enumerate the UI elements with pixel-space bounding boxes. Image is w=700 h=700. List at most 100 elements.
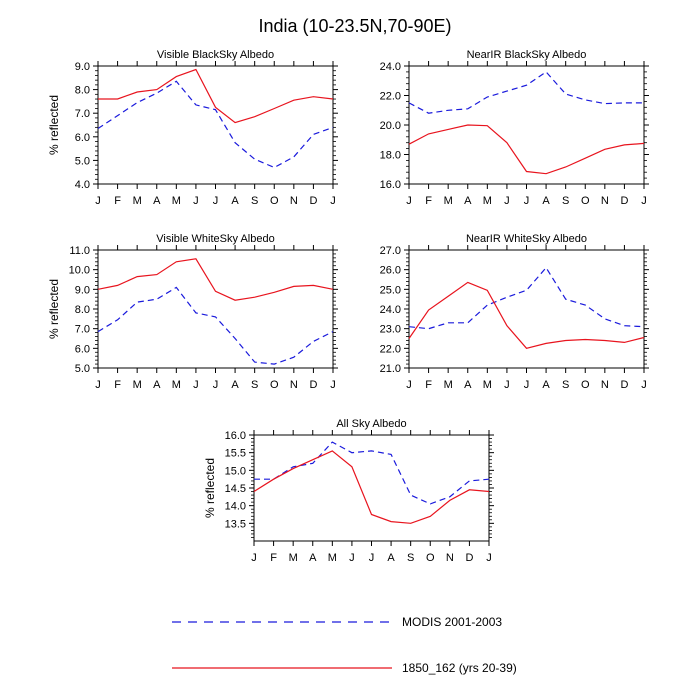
panel-title: All Sky Albedo [336,418,406,430]
y-tick-label: 21.0 [380,363,401,375]
x-tick-label: A [309,552,317,564]
x-tick-label: O [581,195,590,207]
plot-frame [97,65,334,185]
legend-entry-2: 1850_162 (yrs 20-39) [172,661,517,675]
x-tick-label: J [369,552,375,564]
x-tick-label: S [251,379,258,391]
y-tick-label: 11.0 [69,245,90,257]
x-tick-label: J [504,379,510,391]
x-tick-label: D [465,552,473,564]
y-tick-label: 5.0 [75,363,90,375]
chart-panel-5: All Sky Albedo 13.5 14.0 14.5 15.0 15.5 16.0 J F… [203,418,494,564]
x-tick-label: J [330,195,336,207]
y-tick-label: 9.0 [75,61,90,73]
x-tick-label: J [330,379,336,391]
y-tick-label: 22.0 [380,343,401,355]
series-line-model [408,281,645,349]
x-tick-label: J [486,552,492,564]
y-tick-label: 16.0 [225,430,246,442]
legend-label: MODIS 2001-2003 [402,615,502,629]
x-tick-label: D [309,379,317,391]
legend: MODIS 2001-2003 1850_162 (yrs 20-39) [172,615,517,675]
panel-title: NearIR WhiteSky Albedo [466,233,587,245]
x-tick-label: D [309,195,317,207]
x-tick-label: M [483,379,492,391]
plot-frame [97,249,334,369]
x-tick-label: N [290,195,298,207]
x-tick-label: N [601,195,609,207]
x-tick-label: J [641,379,647,391]
x-tick-label: M [328,552,337,564]
y-tick-label: 8.0 [75,85,90,97]
x-tick-label: F [114,195,121,207]
x-tick-label: F [114,379,121,391]
x-tick-label: J [406,379,412,391]
chart-panel-1: Visible BlackSky Albedo 4.0 5.0 6.0 7.0 8.0 9.… [47,49,338,207]
x-tick-label: J [193,379,199,391]
y-tick-label: 24.0 [380,304,401,316]
chart-panel-2: NearIR BlackSky Albedo 16.0 18.0 20.0 22.0 24… [380,49,649,207]
x-tick-label: J [251,552,257,564]
chart-panel-3: Visible WhiteSky Albedo 5.0 6.0 7.0 8.0 9.0 10… [47,233,338,391]
panel-title: Visible WhiteSky Albedo [156,233,274,245]
series-line-model [408,124,645,175]
x-tick-label: A [542,195,550,207]
x-tick-label: A [153,379,161,391]
x-tick-label: A [542,379,550,391]
x-tick-label: M [444,379,453,391]
x-tick-label: D [620,379,628,391]
y-tick-label: 6.0 [75,343,90,355]
series-line-model [97,258,334,301]
plot-frame [408,249,645,369]
y-tick-label: 7.0 [75,108,90,120]
x-tick-label: S [251,195,258,207]
x-tick-label: M [172,195,181,207]
plot-frame [408,65,645,185]
x-tick-label: J [524,379,530,391]
x-tick-label: N [446,552,454,564]
y-tick-label: 13.5 [225,518,246,530]
x-tick-label: A [387,552,395,564]
y-axis-label: % reflected [203,458,217,518]
x-tick-label: N [290,379,298,391]
x-tick-label: J [641,195,647,207]
series-line-modis [97,286,334,365]
x-tick-label: O [270,379,279,391]
chart-panel-4: NearIR WhiteSky Albedo 21.0 22.0 23.0 24.0 25… [380,233,649,391]
y-tick-label: 7.0 [75,324,90,336]
x-tick-label: M [172,379,181,391]
x-tick-label: A [464,379,472,391]
y-tick-label: 26.0 [380,265,401,277]
y-tick-label: 8.0 [75,304,90,316]
x-tick-label: D [620,195,628,207]
y-tick-label: 23.0 [380,324,401,336]
y-axis-label: % reflected [47,279,61,339]
y-tick-label: 5.0 [75,155,90,167]
y-tick-label: 4.0 [75,179,90,191]
x-tick-label: S [562,379,569,391]
x-tick-label: A [464,195,472,207]
x-tick-label: M [289,552,298,564]
x-tick-label: M [444,195,453,207]
y-tick-label: 20.0 [380,120,401,132]
x-tick-label: J [406,195,412,207]
y-tick-label: 6.0 [75,132,90,144]
y-tick-label: 22.0 [380,91,401,103]
y-tick-label: 16.0 [380,179,401,191]
y-tick-label: 24.0 [380,61,401,73]
x-tick-label: J [504,195,510,207]
x-tick-label: F [270,552,277,564]
x-tick-label: J [213,195,219,207]
y-tick-label: 9.0 [75,284,90,296]
y-tick-label: 14.0 [225,501,246,513]
y-tick-label: 25.0 [380,284,401,296]
x-tick-label: A [231,379,239,391]
y-tick-label: 15.5 [225,448,246,460]
x-tick-label: J [524,195,530,207]
y-tick-label: 10.0 [69,265,90,277]
series-line-modis [408,266,645,330]
y-tick-label: 27.0 [380,245,401,257]
x-tick-label: O [426,552,435,564]
y-axis-label: % reflected [47,95,61,155]
